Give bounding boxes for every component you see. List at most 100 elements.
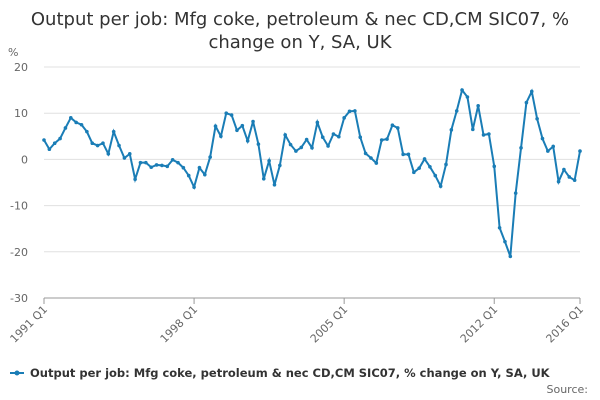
point (497, 225, 502, 230)
point (235, 128, 239, 133)
point (229, 113, 234, 117)
source: Source: (547, 383, 589, 396)
point (465, 95, 470, 99)
point (337, 134, 341, 139)
point (106, 152, 111, 156)
point (278, 163, 282, 168)
point (176, 160, 180, 165)
point (449, 128, 454, 132)
point (342, 116, 346, 120)
point (58, 136, 62, 141)
y-tick-label: 10 (14, 107, 28, 120)
point (288, 142, 293, 147)
point (535, 116, 539, 121)
point (63, 126, 68, 130)
point (487, 132, 491, 136)
x-tick-label: 2005 Q1 (308, 303, 351, 346)
point (508, 254, 513, 259)
point (240, 123, 245, 128)
point (395, 126, 400, 130)
point (540, 136, 545, 141)
point (261, 177, 266, 181)
point (219, 134, 223, 139)
point (117, 143, 121, 148)
point (562, 167, 566, 172)
y-tick-label: -30 (10, 292, 28, 305)
point (438, 184, 443, 188)
point (412, 170, 416, 175)
point (138, 160, 143, 165)
point (379, 138, 384, 142)
point (519, 146, 523, 150)
point (353, 109, 357, 113)
point (79, 122, 84, 127)
point (492, 164, 497, 169)
point (454, 109, 459, 113)
point (546, 149, 550, 153)
point (144, 160, 148, 165)
point (503, 239, 507, 244)
point (363, 151, 368, 156)
point (347, 109, 352, 114)
point (111, 129, 116, 134)
point (572, 178, 577, 182)
point (267, 158, 271, 163)
point (101, 141, 105, 146)
point (369, 156, 373, 160)
legend-label: Output per job: Mfg coke, petroleum & ne… (30, 366, 551, 380)
legend-marker (14, 370, 20, 376)
point (310, 146, 314, 150)
point (513, 191, 518, 195)
point (197, 165, 202, 170)
point (170, 158, 175, 162)
point (331, 132, 336, 136)
y-tick-label: -20 (10, 246, 28, 259)
y-tick-label: 0 (21, 153, 28, 166)
point (160, 163, 164, 168)
point (417, 166, 422, 170)
point (471, 127, 475, 132)
point (52, 141, 57, 146)
point (208, 155, 212, 159)
point (74, 120, 78, 125)
point (149, 165, 153, 170)
x-tick-label: 1991 Q1 (8, 303, 51, 346)
point (95, 143, 100, 148)
point (401, 152, 405, 157)
point (251, 119, 255, 124)
point (165, 164, 170, 169)
y-tick-label: 20 (14, 61, 28, 74)
point (529, 89, 534, 94)
point (69, 116, 73, 120)
point (433, 173, 438, 178)
point (256, 142, 261, 146)
point (460, 88, 464, 92)
point (283, 133, 288, 137)
point (192, 185, 196, 189)
point (567, 175, 572, 179)
point (315, 120, 320, 125)
point (326, 144, 330, 148)
point (122, 156, 127, 160)
point (47, 147, 52, 152)
y-axis-label: % (8, 46, 18, 59)
point (476, 104, 480, 108)
point (294, 149, 298, 153)
point (186, 173, 191, 178)
point (272, 183, 277, 187)
chart-title: Output per job: Mfg coke, petroleum & ne… (30, 9, 570, 53)
point (299, 145, 304, 150)
point (320, 135, 325, 140)
point (428, 164, 432, 169)
x-tick-label: 2012 Q1 (458, 303, 501, 346)
point (85, 129, 89, 134)
point (133, 177, 137, 182)
x-tick-label: 1998 Q1 (158, 303, 201, 346)
point (224, 111, 229, 115)
point (390, 123, 395, 128)
point (90, 141, 95, 146)
point (181, 165, 186, 170)
point (556, 179, 561, 184)
